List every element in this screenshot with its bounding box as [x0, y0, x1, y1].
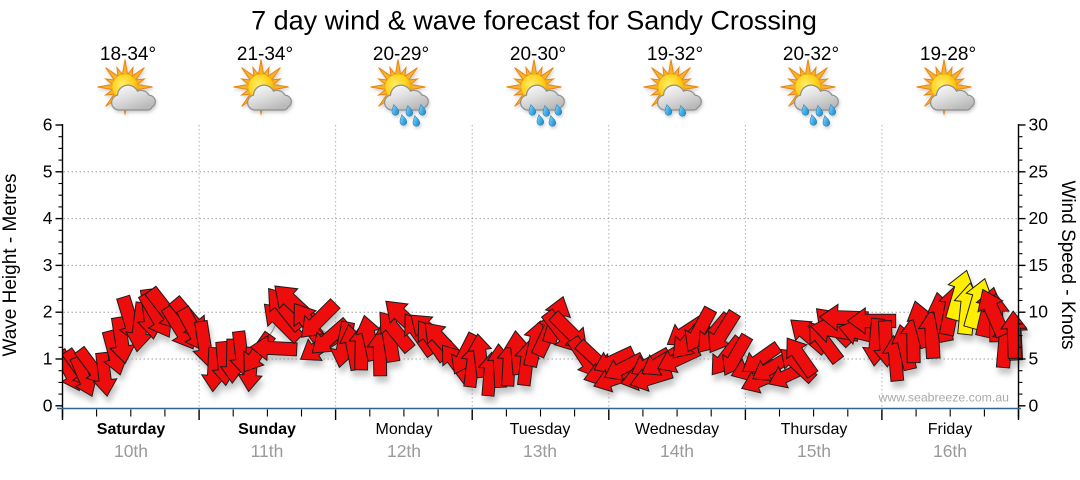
svg-text:13th: 13th	[523, 441, 557, 461]
svg-text:30: 30	[1029, 115, 1049, 135]
svg-text:Thursday: Thursday	[781, 421, 848, 438]
svg-text:12th: 12th	[387, 441, 421, 461]
svg-text:15: 15	[1029, 255, 1048, 275]
svg-text:Wave Height - Metres: Wave Height - Metres	[0, 173, 21, 356]
svg-text:0: 0	[43, 395, 53, 415]
svg-text:14th: 14th	[660, 441, 694, 461]
svg-text:20-29°: 20-29°	[373, 44, 429, 65]
svg-text:Monday: Monday	[376, 421, 433, 438]
svg-text:5: 5	[43, 161, 53, 181]
svg-text:www.seabreeze.com.au: www.seabreeze.com.au	[877, 391, 1009, 405]
svg-text:18-34°: 18-34°	[100, 44, 156, 65]
svg-text:19-32°: 19-32°	[647, 44, 703, 65]
svg-text:11th: 11th	[251, 441, 284, 461]
svg-text:20: 20	[1029, 208, 1049, 228]
svg-text:4: 4	[43, 208, 53, 228]
svg-text:Sunday: Sunday	[238, 421, 296, 438]
svg-text:7 day wind & wave forecast for: 7 day wind & wave forecast for Sandy Cro…	[251, 6, 817, 36]
svg-text:3: 3	[43, 255, 53, 275]
svg-text:Friday: Friday	[928, 421, 972, 438]
svg-text:10: 10	[1029, 302, 1049, 322]
svg-text:6: 6	[43, 115, 53, 135]
svg-text:1: 1	[43, 349, 53, 369]
svg-text:Tuesday: Tuesday	[510, 421, 571, 438]
svg-text:20-30°: 20-30°	[510, 44, 566, 65]
svg-text:5: 5	[1029, 349, 1039, 369]
svg-text:0: 0	[1029, 395, 1039, 415]
svg-text:2: 2	[43, 302, 53, 322]
svg-text:16th: 16th	[933, 441, 967, 461]
svg-text:19-28°: 19-28°	[920, 44, 976, 65]
svg-text:21-34°: 21-34°	[237, 44, 293, 65]
svg-text:Wind Speed - Knots: Wind Speed - Knots	[1057, 181, 1078, 350]
svg-text:Wednesday: Wednesday	[635, 421, 719, 438]
svg-text:20-32°: 20-32°	[783, 44, 839, 65]
svg-text:25: 25	[1029, 161, 1048, 181]
svg-text:15th: 15th	[797, 441, 831, 461]
svg-text:10th: 10th	[114, 441, 148, 461]
svg-text:Saturday: Saturday	[97, 421, 166, 438]
